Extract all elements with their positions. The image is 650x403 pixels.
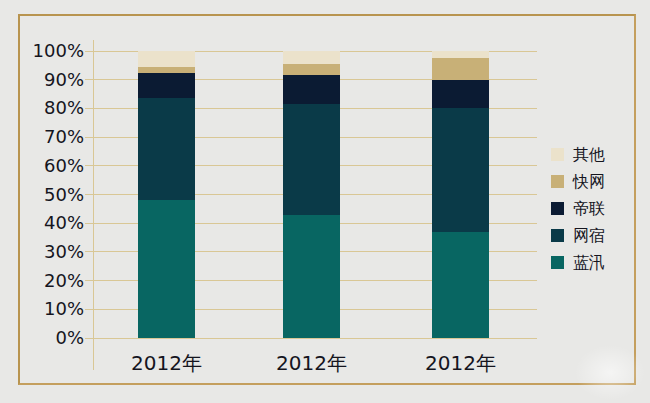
y-axis-tick-label: 20% bbox=[22, 270, 84, 291]
bar-segment-帝联 bbox=[432, 80, 489, 109]
legend-item-蓝汛: 蓝汛 bbox=[551, 249, 605, 276]
y-axis-tick-label: 100% bbox=[22, 40, 84, 61]
stacked-bar bbox=[138, 51, 195, 338]
y-axis-tick-label: 40% bbox=[22, 212, 84, 233]
bar-segment-网宿 bbox=[283, 104, 340, 214]
y-axis-line bbox=[93, 40, 94, 370]
legend-swatch bbox=[551, 256, 564, 269]
y-axis-tick-label: 0% bbox=[22, 327, 84, 348]
bar-segment-其他 bbox=[283, 51, 340, 64]
chart-legend: 其他快网帝联网宿蓝汛 bbox=[551, 141, 605, 276]
bar-segment-帝联 bbox=[283, 75, 340, 104]
y-axis-tick-label: 80% bbox=[22, 97, 84, 118]
bar-segment-快网 bbox=[283, 64, 340, 75]
legend-swatch bbox=[551, 175, 564, 188]
legend-label: 快网 bbox=[573, 174, 605, 190]
y-axis-tick-label: 60% bbox=[22, 155, 84, 176]
bar-segment-快网 bbox=[432, 58, 489, 80]
bar-segment-其他 bbox=[432, 51, 489, 58]
legend-swatch bbox=[551, 202, 564, 215]
legend-item-网宿: 网宿 bbox=[551, 222, 605, 249]
legend-label: 蓝汛 bbox=[573, 255, 605, 271]
y-axis-tick-label: 50% bbox=[22, 184, 84, 205]
stacked-bar bbox=[283, 51, 340, 338]
legend-item-快网: 快网 bbox=[551, 168, 605, 195]
bar-segment-蓝汛 bbox=[432, 232, 489, 338]
x-axis-category-label: 2012年 bbox=[97, 350, 237, 377]
legend-label: 帝联 bbox=[573, 201, 605, 217]
legend-swatch bbox=[551, 229, 564, 242]
bar-segment-帝联 bbox=[138, 73, 195, 99]
y-axis-tick-label: 30% bbox=[22, 241, 84, 262]
bar-segment-其他 bbox=[138, 51, 195, 67]
x-axis-category-label: 2012年 bbox=[391, 350, 531, 377]
legend-swatch bbox=[551, 148, 564, 161]
chart-screenshot: 100%90%80%70%60%50%40%30%20%10%0%2012年20… bbox=[0, 0, 650, 403]
bar-segment-网宿 bbox=[432, 108, 489, 231]
bar-segment-网宿 bbox=[138, 98, 195, 200]
stacked-bar bbox=[432, 51, 489, 338]
x-axis-category-label: 2012年 bbox=[242, 350, 382, 377]
y-axis-tick-label: 10% bbox=[22, 298, 84, 319]
y-axis-tick-label: 90% bbox=[22, 69, 84, 90]
bar-segment-蓝汛 bbox=[138, 200, 195, 338]
legend-label: 网宿 bbox=[573, 228, 605, 244]
legend-label: 其他 bbox=[573, 147, 605, 163]
y-axis-tick-label: 70% bbox=[22, 126, 84, 147]
legend-item-其他: 其他 bbox=[551, 141, 605, 168]
legend-item-帝联: 帝联 bbox=[551, 195, 605, 222]
bar-segment-蓝汛 bbox=[283, 215, 340, 338]
